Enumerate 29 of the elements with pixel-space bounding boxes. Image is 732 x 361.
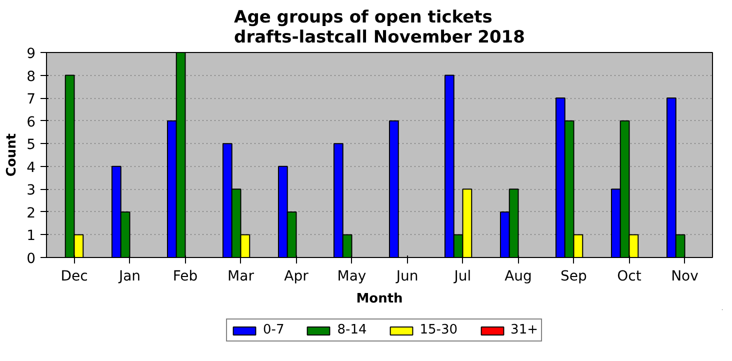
legend-label: 0-7 bbox=[263, 322, 284, 338]
y-tick-label: 6 bbox=[26, 114, 36, 130]
x-tick-label: Oct bbox=[617, 268, 642, 284]
y-tick-label: 4 bbox=[26, 160, 36, 176]
x-tick-label: Feb bbox=[172, 268, 198, 284]
y-axis-title: Count bbox=[4, 133, 20, 177]
y-tick-label: 5 bbox=[26, 137, 36, 154]
x-tick-label: Apr bbox=[284, 268, 309, 284]
x-tick-label: Jun bbox=[395, 268, 418, 284]
x-tick-label: Jan bbox=[118, 268, 141, 284]
x-tick-label: Dec bbox=[60, 268, 88, 284]
x-tick-label: Jul bbox=[453, 268, 472, 284]
x-tick-label: Mar bbox=[228, 268, 254, 284]
y-tick-label: 0 bbox=[26, 251, 36, 267]
x-axis-title: Month bbox=[356, 292, 403, 306]
y-tick-label: 9 bbox=[26, 46, 36, 62]
chart-title: Age groups of open tickets drafts-lastcall November 2018 bbox=[234, 8, 525, 48]
x-tick-label: Nov bbox=[671, 268, 698, 284]
y-tick-label: 1 bbox=[26, 228, 36, 244]
x-tick-label: Sep bbox=[560, 268, 588, 284]
y-tick-label: 2 bbox=[26, 205, 36, 222]
legend-label: 8-14 bbox=[337, 322, 367, 338]
y-tick-label: 3 bbox=[26, 182, 36, 199]
y-tick-label: 8 bbox=[26, 68, 36, 85]
x-tick-label: Aug bbox=[504, 268, 532, 284]
legend-label: 15-30 bbox=[420, 322, 458, 338]
y-tick-label: 7 bbox=[26, 92, 36, 108]
x-tick-label: May bbox=[337, 268, 366, 284]
legend-label: 31+ bbox=[510, 322, 538, 338]
